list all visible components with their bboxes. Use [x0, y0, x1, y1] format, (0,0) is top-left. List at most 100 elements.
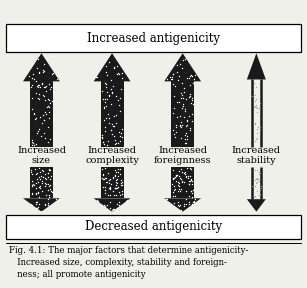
Point — [37, 185, 42, 190]
Point — [37, 69, 41, 74]
Point — [177, 62, 182, 66]
Point — [180, 81, 185, 85]
Point — [105, 203, 110, 208]
Point — [124, 199, 129, 203]
Point — [100, 133, 105, 138]
Point — [177, 100, 182, 104]
Point — [165, 197, 170, 202]
Point — [176, 189, 181, 193]
Point — [33, 191, 38, 195]
Point — [103, 188, 107, 193]
Bar — [101, 167, 123, 198]
Point — [186, 95, 191, 99]
Point — [36, 91, 41, 96]
Point — [252, 81, 257, 86]
Point — [185, 134, 190, 139]
Point — [47, 167, 52, 172]
Point — [179, 65, 184, 70]
Point — [177, 186, 181, 191]
Point — [105, 90, 110, 94]
Point — [255, 175, 260, 180]
Point — [32, 143, 37, 147]
Point — [103, 176, 108, 181]
Point — [42, 183, 47, 188]
Point — [180, 93, 185, 98]
Point — [115, 181, 119, 186]
Point — [189, 179, 194, 183]
Point — [252, 121, 257, 126]
Point — [109, 122, 114, 126]
Point — [103, 191, 107, 195]
Point — [46, 168, 51, 172]
Point — [43, 177, 48, 181]
Point — [187, 75, 192, 80]
Point — [113, 185, 118, 190]
Point — [43, 136, 48, 141]
Point — [32, 77, 37, 82]
Point — [182, 201, 187, 206]
Point — [35, 180, 40, 184]
Point — [108, 186, 113, 191]
Point — [119, 180, 124, 185]
Point — [118, 109, 123, 113]
Point — [113, 185, 118, 190]
Point — [44, 182, 49, 186]
Bar — [171, 81, 194, 147]
Point — [116, 200, 121, 204]
Point — [47, 109, 52, 114]
Point — [49, 98, 54, 103]
Point — [49, 189, 54, 194]
Polygon shape — [247, 53, 266, 79]
Point — [34, 181, 39, 185]
Point — [188, 188, 193, 193]
Point — [177, 123, 182, 128]
Point — [184, 202, 188, 206]
Point — [182, 204, 187, 209]
Point — [168, 77, 173, 81]
Point — [103, 129, 108, 133]
Point — [39, 174, 44, 179]
Point — [30, 179, 35, 183]
Point — [254, 103, 259, 107]
Point — [178, 120, 183, 124]
Point — [107, 185, 112, 190]
Point — [189, 191, 194, 196]
Point — [192, 73, 197, 78]
Point — [190, 195, 195, 199]
Point — [175, 203, 180, 207]
Point — [48, 101, 52, 105]
Point — [35, 176, 40, 181]
Point — [102, 166, 107, 171]
Point — [176, 183, 181, 187]
Point — [118, 172, 123, 176]
Point — [190, 119, 195, 123]
Point — [29, 83, 34, 88]
Point — [255, 179, 259, 184]
Point — [109, 87, 114, 92]
Point — [258, 101, 263, 105]
Point — [187, 73, 192, 78]
Point — [45, 139, 50, 144]
Point — [44, 112, 49, 116]
Point — [94, 75, 99, 79]
Point — [110, 131, 115, 136]
Point — [35, 66, 40, 70]
Point — [36, 85, 41, 90]
Point — [105, 73, 110, 77]
Point — [34, 170, 39, 175]
Text: Increased size, complexity, stability and foreign-: Increased size, complexity, stability an… — [9, 258, 227, 267]
Point — [113, 94, 118, 99]
Point — [39, 134, 44, 139]
Point — [31, 72, 36, 76]
Point — [164, 77, 169, 82]
Point — [176, 169, 181, 174]
Point — [189, 96, 194, 100]
Point — [176, 77, 181, 82]
Point — [30, 141, 35, 145]
Point — [172, 175, 177, 180]
Point — [170, 177, 175, 182]
Point — [172, 134, 177, 139]
Polygon shape — [94, 53, 130, 81]
Point — [256, 170, 261, 175]
Point — [35, 190, 40, 194]
